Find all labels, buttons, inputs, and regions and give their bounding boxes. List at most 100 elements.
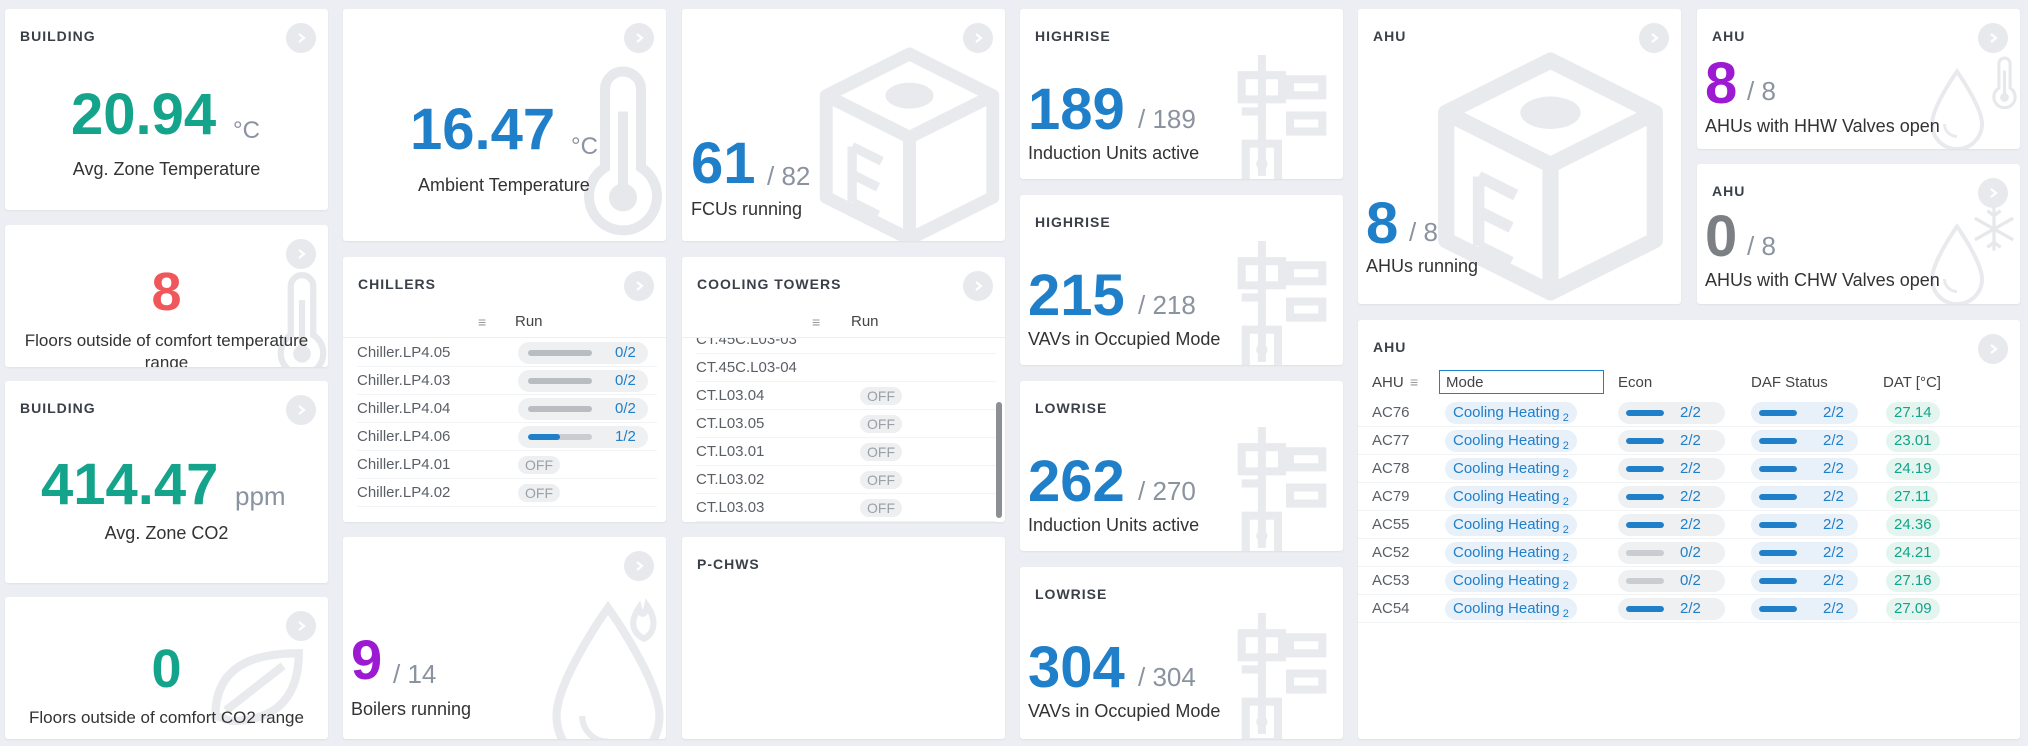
table-row[interactable]: AC76 Cooling Heating 2 2/2 2/2 27.14 xyxy=(1358,399,2020,427)
run-count: 0/2 xyxy=(615,344,636,361)
ahu-name: AC54 xyxy=(1372,600,1410,617)
chevron-right-icon[interactable] xyxy=(1978,23,2008,53)
column-menu-icon[interactable]: ≡ xyxy=(478,314,487,330)
cooling-towers-list: CT.45C.L03-03 CT.45C.L03-04 CT.L03.04 OFF CT… xyxy=(696,338,996,522)
daf-count: 2/2 xyxy=(1823,516,1844,533)
mode-column-header[interactable]: Mode xyxy=(1439,370,1604,394)
chevron-right-icon[interactable] xyxy=(624,23,654,53)
daf-count: 2/2 xyxy=(1823,404,1844,421)
status-off-badge: OFF xyxy=(860,471,902,489)
ahus-chw-value: 0 xyxy=(1705,204,1738,269)
table-row[interactable]: CT.L03.05 OFF xyxy=(696,410,996,438)
run-count: 0/2 xyxy=(615,400,636,417)
table-row[interactable]: AC54 Cooling Heating 2 2/2 2/2 27.09 xyxy=(1358,595,2020,623)
progress-fill xyxy=(1626,606,1664,612)
chevron-right-icon[interactable] xyxy=(286,239,316,269)
progress-fill xyxy=(1759,578,1797,584)
chevron-right-icon[interactable] xyxy=(286,23,316,53)
table-row[interactable]: Chiller.LP4.03 0/2 xyxy=(357,367,657,395)
chiller-name: Chiller.LP4.03 xyxy=(357,372,451,389)
lr-vavs-caption: VAVs in Occupied Mode xyxy=(1028,701,1221,721)
chevron-right-icon[interactable] xyxy=(286,611,316,641)
snowflake-icon xyxy=(1974,207,2014,251)
status-off-badge: OFF xyxy=(860,387,902,405)
vav-unit-icon xyxy=(1227,233,1337,365)
floors-co2-card: 0 Floors outside of comfort CO2 range xyxy=(5,597,328,739)
mode-badge[interactable]: Cooling Heating 2 xyxy=(1445,542,1577,564)
table-row[interactable]: CT.L03.04 OFF xyxy=(696,382,996,410)
column-menu-icon[interactable]: ≡ xyxy=(812,314,821,330)
chevron-right-icon[interactable] xyxy=(1978,178,2008,208)
econ-column-header[interactable]: Econ xyxy=(1618,374,1653,391)
progress-fill xyxy=(1626,410,1664,416)
mode-badge[interactable]: Cooling Heating 2 xyxy=(1445,598,1577,620)
table-row[interactable]: AC78 Cooling Heating 2 2/2 2/2 24.19 xyxy=(1358,455,2020,483)
dat-badge: 27.16 xyxy=(1886,570,1940,592)
table-row[interactable]: CT.45C.L03-03 xyxy=(696,338,996,354)
mode-badge[interactable]: Cooling Heating 2 xyxy=(1445,402,1577,424)
run-count: 1/2 xyxy=(615,428,636,445)
progress-bar xyxy=(1626,522,1664,528)
table-row[interactable]: AC52 Cooling Heating 2 0/2 2/2 24.21 xyxy=(1358,539,2020,567)
hr-vavs-total: / 218 xyxy=(1138,290,1196,320)
chevron-right-icon[interactable] xyxy=(963,23,993,53)
card-title: CHILLERS xyxy=(358,276,436,292)
card-title: LOWRISE xyxy=(1035,586,1108,602)
table-row[interactable]: CT.45C.L03-04 xyxy=(696,354,996,382)
mode-count: 2 xyxy=(1562,468,1569,480)
table-row[interactable]: CT.L03.02 OFF xyxy=(696,466,996,494)
mode-label: Cooling Heating xyxy=(1453,432,1560,449)
chevron-right-icon[interactable] xyxy=(624,271,654,301)
table-row[interactable]: AC53 Cooling Heating 2 0/2 2/2 27.16 xyxy=(1358,567,2020,595)
ahu-column-header[interactable]: AHU xyxy=(1372,374,1404,391)
dat-badge: 27.09 xyxy=(1886,598,1940,620)
floors-temp-card: 8 Floors outside of comfort temperature … xyxy=(5,225,328,367)
table-row[interactable]: CT.L03.01 OFF xyxy=(696,438,996,466)
scrollbar[interactable] xyxy=(996,402,1002,518)
table-row[interactable]: Chiller.LP4.02 OFF xyxy=(357,479,657,507)
econ-count: 0/2 xyxy=(1680,544,1701,561)
econ-count: 2/2 xyxy=(1680,488,1701,505)
ahu-name: AC79 xyxy=(1372,488,1410,505)
chevron-right-icon[interactable] xyxy=(1639,23,1669,53)
card-title: HIGHRISE xyxy=(1035,28,1111,44)
progress-fill xyxy=(1759,410,1797,416)
table-row[interactable]: CT.L03.03 OFF xyxy=(696,494,996,522)
run-progress: 0/2 xyxy=(518,370,648,392)
chevron-right-icon[interactable] xyxy=(1978,334,2008,364)
table-row[interactable]: AC55 Cooling Heating 2 2/2 2/2 24.36 xyxy=(1358,511,2020,539)
dat-column-header[interactable]: DAT [°C] xyxy=(1883,374,1941,391)
ahus-chw-caption: AHUs with CHW Valves open xyxy=(1705,270,1940,290)
table-row[interactable]: Chiller.LP4.05 0/2 xyxy=(357,339,657,367)
mode-badge[interactable]: Cooling Heating 2 xyxy=(1445,514,1577,536)
mode-badge[interactable]: Cooling Heating 2 xyxy=(1445,430,1577,452)
progress-bar xyxy=(1759,578,1797,584)
daf-column-header[interactable]: DAF Status xyxy=(1751,374,1828,391)
table-row[interactable]: AC77 Cooling Heating 2 2/2 2/2 23.01 xyxy=(1358,427,2020,455)
table-row[interactable]: Chiller.LP4.04 0/2 xyxy=(357,395,657,423)
column-menu-icon[interactable]: ≡ xyxy=(1410,374,1419,390)
lr-induction-value: 262 xyxy=(1028,449,1125,514)
vav-unit-icon xyxy=(1227,419,1337,551)
card-title: AHU xyxy=(1373,339,1407,355)
mode-badge[interactable]: Cooling Heating 2 xyxy=(1445,486,1577,508)
mode-badge[interactable]: Cooling Heating 2 xyxy=(1445,458,1577,480)
mode-count: 2 xyxy=(1562,412,1569,424)
chevron-right-icon[interactable] xyxy=(963,271,993,301)
progress-bar xyxy=(1759,522,1797,528)
chevron-right-icon[interactable] xyxy=(624,551,654,581)
table-row[interactable]: Chiller.LP4.06 1/2 xyxy=(357,423,657,451)
mode-badge[interactable]: Cooling Heating 2 xyxy=(1445,570,1577,592)
avg-zone-co2-card: BUILDING 414.47 ppm Avg. Zone CO2 xyxy=(5,381,328,583)
floors-temp-value: 8 xyxy=(151,262,182,322)
progress-bar xyxy=(1626,410,1664,416)
mode-label: Cooling Heating xyxy=(1453,516,1560,533)
ahus-hhw-total: / 8 xyxy=(1747,76,1776,106)
daf-progress: 2/2 xyxy=(1751,514,1858,536)
table-row[interactable]: AC79 Cooling Heating 2 2/2 2/2 27.11 xyxy=(1358,483,2020,511)
table-row[interactable]: Chiller.LP4.01 OFF xyxy=(357,451,657,479)
daf-count: 2/2 xyxy=(1823,600,1844,617)
chevron-right-icon[interactable] xyxy=(286,395,316,425)
daf-progress: 2/2 xyxy=(1751,542,1858,564)
co2-unit: ppm xyxy=(235,481,286,511)
